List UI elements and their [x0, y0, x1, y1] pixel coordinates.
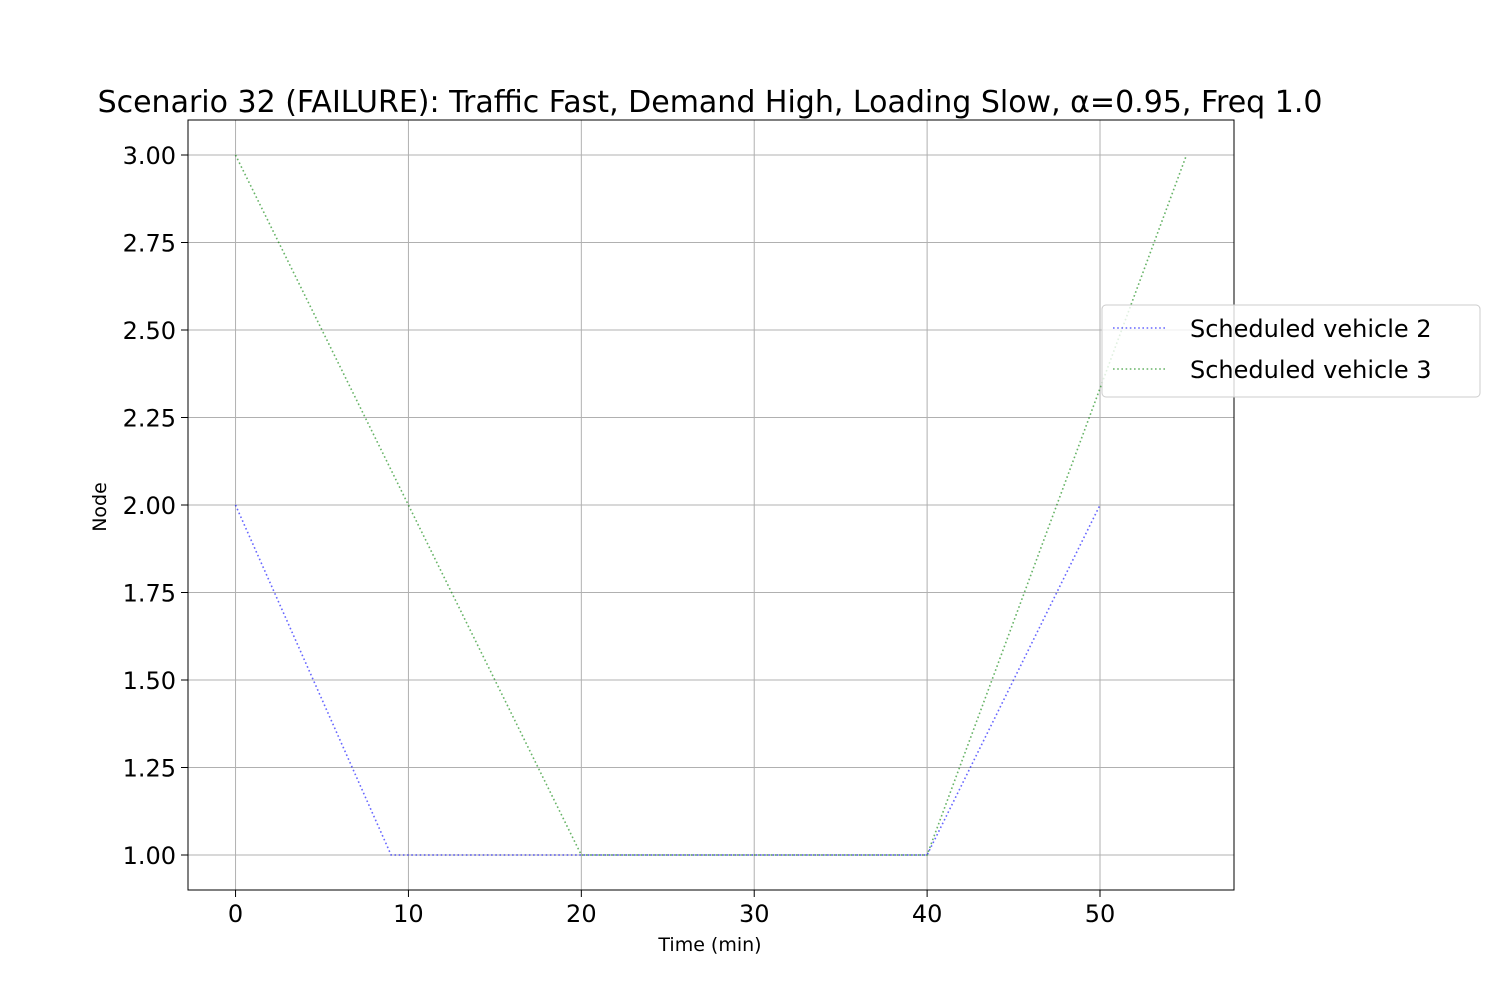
- x-tick-label: 20: [566, 900, 597, 928]
- chart-title: Scenario 32 (FAILURE): Traffic Fast, Dem…: [98, 85, 1323, 120]
- y-tick-label: 1.50: [123, 667, 176, 695]
- x-tick-label: 40: [912, 900, 943, 928]
- legend-box: [1101, 304, 1481, 398]
- grid: [188, 120, 1234, 890]
- y-tick-label: 2.50: [123, 317, 176, 345]
- series-layer: [234, 154, 1188, 856]
- y-tick-label: 2.75: [123, 230, 176, 258]
- y-tick-label: 2.00: [123, 492, 176, 520]
- x-tick-label: 50: [1085, 900, 1116, 928]
- y-tick-label: 1.00: [123, 842, 176, 870]
- y-tick-label: 2.25: [123, 405, 176, 433]
- y-tick-label: 1.25: [123, 755, 176, 783]
- x-tick-label: 10: [393, 900, 424, 928]
- legend-label: Scheduled vehicle 2: [1190, 315, 1432, 343]
- legend: Scheduled vehicle 2 Scheduled vehicle 3: [1101, 304, 1481, 398]
- legend-label: Scheduled vehicle 3: [1190, 356, 1432, 384]
- y-tick-label: 1.75: [123, 580, 176, 608]
- x-axis-label: Time (min): [657, 934, 761, 956]
- series-line-vehicle-3: [234, 154, 1188, 856]
- x-tick-label: 30: [739, 900, 770, 928]
- x-tick-label: 0: [228, 900, 243, 928]
- x-axis: 0 10 20 30 40 50: [228, 890, 1115, 928]
- y-tick-label: 3.00: [123, 142, 176, 170]
- y-axis-label: Node: [89, 482, 111, 532]
- y-axis: 1.00 1.25 1.50 1.75 2.00 2.25 2.50 2.75 3.00: [123, 142, 188, 870]
